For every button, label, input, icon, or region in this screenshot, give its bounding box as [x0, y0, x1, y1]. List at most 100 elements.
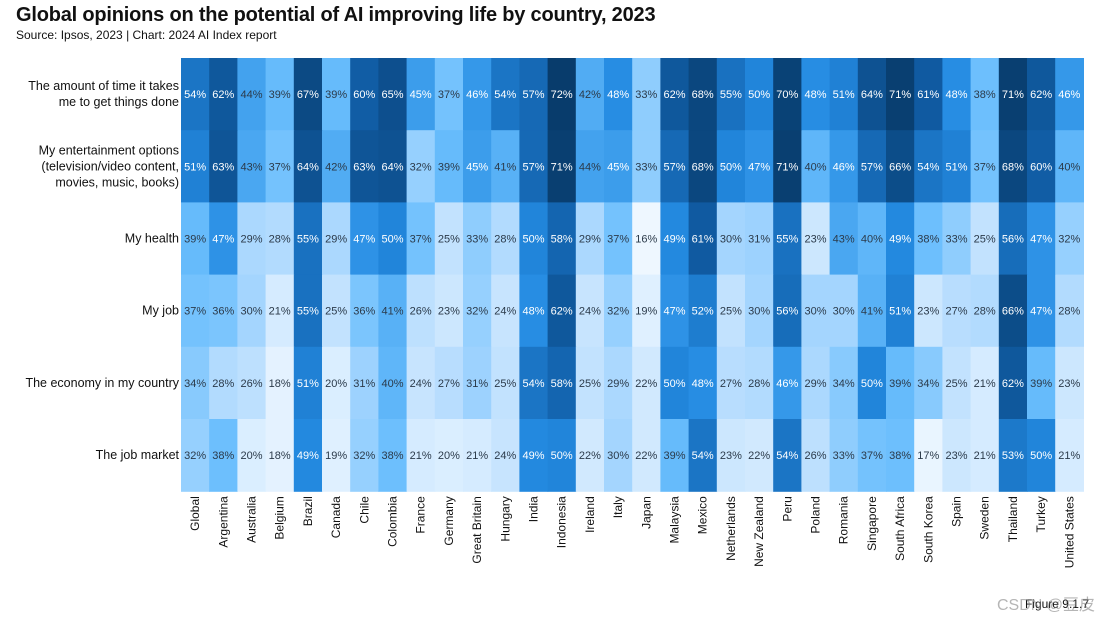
cell-value-label: 68%	[692, 161, 714, 173]
cell-value-label: 54%	[494, 89, 516, 101]
heatmap-cell	[575, 419, 605, 492]
cell-value-label: 19%	[325, 450, 347, 462]
cell-value-label: 58%	[551, 378, 573, 390]
column-label: Great Britain	[470, 496, 484, 563]
heatmap-cell	[491, 346, 520, 420]
heatmap-cell	[801, 274, 831, 348]
cell-value-label: 26%	[240, 378, 262, 390]
heatmap-cell	[998, 130, 1028, 203]
heatmap-cell	[519, 130, 549, 203]
cell-value-label: 25%	[494, 378, 516, 390]
heatmap-cell	[1055, 346, 1084, 420]
column-label: Colombia	[386, 496, 400, 547]
column-label: Italy	[611, 496, 625, 518]
cell-value-label: 37%	[184, 306, 206, 318]
heatmap-cell	[322, 419, 351, 492]
cell-value-label: 56%	[1002, 234, 1024, 246]
heatmap-cell	[857, 58, 887, 131]
heatmap-cell	[181, 419, 210, 492]
heatmap-cell	[886, 346, 915, 420]
cell-value-label: 21%	[466, 450, 488, 462]
heatmap-cell	[209, 346, 238, 420]
cell-value-label: 39%	[889, 378, 911, 390]
cell-value-label: 61%	[692, 234, 714, 246]
heatmap-cell	[209, 202, 238, 276]
cell-value-label: 50%	[663, 378, 685, 390]
heatmap-cell	[1055, 202, 1084, 276]
cell-value-label: 36%	[353, 306, 375, 318]
heatmap-cell	[350, 202, 379, 276]
heatmap-cell	[914, 58, 943, 131]
heatmap-cell	[801, 419, 831, 492]
heatmap-cell	[265, 58, 295, 131]
cell-value-label: 66%	[1002, 306, 1024, 318]
heatmap-cell	[660, 202, 690, 276]
heatmap-cell	[1055, 274, 1084, 348]
heatmap-cell	[265, 130, 295, 203]
column-label: Singapore	[865, 496, 879, 551]
cell-value-label: 63%	[212, 161, 234, 173]
heatmap-cell	[857, 202, 887, 276]
cell-value-label: 39%	[325, 89, 347, 101]
heatmap-cell	[801, 130, 831, 203]
heatmap-cell	[322, 202, 351, 276]
heatmap-cell	[857, 346, 887, 420]
heatmap-cell	[660, 419, 690, 492]
cell-value-label: 39%	[269, 89, 291, 101]
cell-value-label: 68%	[1002, 161, 1024, 173]
heatmap-cell	[773, 274, 802, 348]
heatmap-cell	[265, 419, 295, 492]
heatmap-cell	[575, 130, 605, 203]
cell-value-label: 25%	[720, 306, 742, 318]
heatmap-cell	[886, 202, 915, 276]
cell-value-label: 41%	[381, 306, 403, 318]
heatmap-cell	[378, 274, 408, 348]
cell-value-label: 48%	[945, 89, 967, 101]
cell-value-label: 31%	[353, 378, 375, 390]
cell-value-label: 41%	[861, 306, 883, 318]
heatmap-cell	[237, 202, 267, 276]
heatmap-cell	[519, 274, 549, 348]
heatmap-cell	[1027, 58, 1056, 131]
cell-value-label: 38%	[889, 450, 911, 462]
heatmap-cell	[716, 346, 746, 420]
heatmap-cell	[745, 58, 774, 131]
cell-value-label: 20%	[240, 450, 262, 462]
heatmap-cell	[547, 130, 577, 203]
row-label: My entertainment options (television/vide…	[39, 143, 179, 189]
column-label: Global	[188, 496, 202, 531]
cell-value-label: 49%	[297, 450, 319, 462]
heatmap-cell	[237, 419, 267, 492]
column-label: United States	[1062, 496, 1076, 568]
cell-value-label: 57%	[522, 161, 544, 173]
cell-value-label: 33%	[635, 89, 657, 101]
cell-value-label: 40%	[1058, 161, 1080, 173]
cell-value-label: 51%	[945, 161, 967, 173]
cell-value-label: 44%	[579, 161, 601, 173]
heatmap-cell	[434, 130, 464, 203]
cell-value-label: 29%	[579, 234, 601, 246]
heatmap-cell	[829, 419, 859, 492]
heatmap-cell	[716, 58, 746, 131]
cell-value-label: 38%	[974, 89, 996, 101]
heatmap-cell	[463, 202, 492, 276]
cell-value-label: 70%	[776, 89, 798, 101]
heatmap-cell	[181, 202, 210, 276]
cell-value-label: 21%	[974, 450, 996, 462]
column-label: South Africa	[893, 496, 907, 561]
heatmap-cell	[491, 130, 520, 203]
heatmap-cell	[716, 130, 746, 203]
cell-value-label: 47%	[1030, 306, 1052, 318]
row-label: My health	[125, 232, 179, 246]
cell-value-label: 38%	[381, 450, 403, 462]
heatmap-cell	[886, 274, 915, 348]
heatmap-cell	[688, 274, 718, 348]
cell-value-label: 20%	[438, 450, 460, 462]
heatmap-cell	[547, 202, 577, 276]
heatmap-cell	[434, 58, 464, 131]
column-label: Australia	[245, 496, 259, 543]
row-label: The amount of time it takes me to get thi…	[28, 79, 179, 109]
heatmap-cell	[632, 130, 661, 203]
cell-value-label: 29%	[240, 234, 262, 246]
cell-value-label: 50%	[720, 161, 742, 173]
